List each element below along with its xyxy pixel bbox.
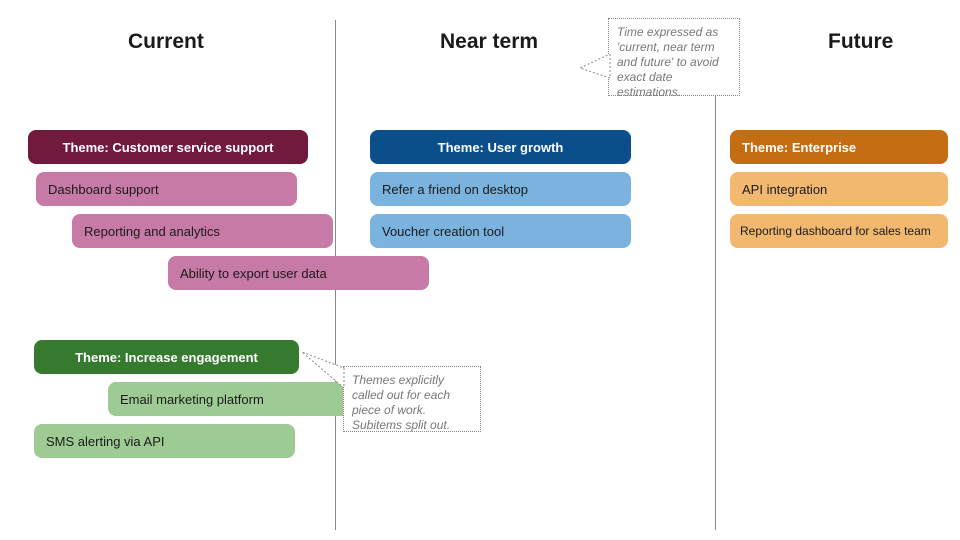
pill-label: API integration bbox=[742, 182, 827, 197]
pill-label: Email marketing platform bbox=[120, 392, 264, 407]
pill-label: Theme: Enterprise bbox=[742, 140, 856, 155]
callout-text: Time expressed as 'current, near term an… bbox=[617, 25, 719, 99]
pill-label: Reporting dashboard for sales team bbox=[740, 224, 931, 238]
pill-label: Theme: Increase engagement bbox=[75, 350, 258, 365]
item-pill-voucher-tool: Voucher creation tool bbox=[370, 214, 631, 248]
pill-label: Theme: Customer service support bbox=[63, 140, 274, 155]
pill-label: Reporting and analytics bbox=[84, 224, 220, 239]
item-pill-export-user-data: Ability to export user data bbox=[168, 256, 429, 290]
theme-pill-increase-engagement: Theme: Increase engagement bbox=[34, 340, 299, 374]
theme-pill-user-growth: Theme: User growth bbox=[370, 130, 631, 164]
pill-label: Ability to export user data bbox=[180, 266, 327, 281]
pill-label: Dashboard support bbox=[48, 182, 159, 197]
column-header-future: Future bbox=[828, 30, 893, 54]
pill-label: SMS alerting via API bbox=[46, 434, 165, 449]
pill-label: Refer a friend on desktop bbox=[382, 182, 528, 197]
callout-text: Themes explicitly called out for each pi… bbox=[352, 373, 450, 432]
callout-box-themes: Themes explicitly called out for each pi… bbox=[343, 366, 481, 432]
pill-label: Voucher creation tool bbox=[382, 224, 504, 239]
item-pill-api-integration: API integration bbox=[730, 172, 948, 206]
item-pill-reporting-sales: Reporting dashboard for sales team bbox=[730, 214, 948, 248]
column-header-current: Current bbox=[128, 30, 204, 54]
item-pill-email-marketing: Email marketing platform bbox=[108, 382, 369, 416]
column-divider bbox=[715, 20, 716, 530]
column-header-nearterm: Near term bbox=[440, 30, 538, 54]
item-pill-sms-alerting: SMS alerting via API bbox=[34, 424, 295, 458]
item-pill-dashboard-support: Dashboard support bbox=[36, 172, 297, 206]
theme-pill-enterprise: Theme: Enterprise bbox=[730, 130, 948, 164]
roadmap-canvas: Current Near term Future Theme: Customer… bbox=[0, 0, 960, 540]
pill-label: Theme: User growth bbox=[438, 140, 564, 155]
callout-box-time-horizon: Time expressed as 'current, near term an… bbox=[608, 18, 740, 96]
theme-pill-customer-service: Theme: Customer service support bbox=[28, 130, 308, 164]
item-pill-refer-friend: Refer a friend on desktop bbox=[370, 172, 631, 206]
item-pill-reporting-analytics: Reporting and analytics bbox=[72, 214, 333, 248]
